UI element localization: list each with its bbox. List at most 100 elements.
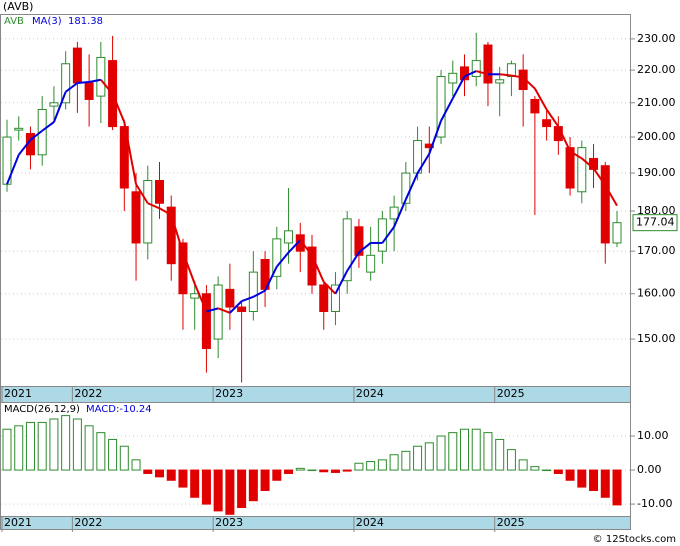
ma-segment	[6, 154, 20, 185]
macd-bar	[366, 461, 376, 471]
candle-body	[237, 306, 247, 313]
macd-bar	[25, 421, 35, 471]
legend-series: AVB	[4, 16, 24, 27]
macd-bar	[2, 428, 12, 471]
candle-body	[530, 98, 540, 114]
macd-bar	[342, 469, 352, 472]
candle-body	[354, 226, 364, 256]
ma-segment	[581, 157, 595, 170]
candle-body	[37, 108, 47, 156]
ma-segment	[381, 226, 395, 244]
y-tick-label: 210.00	[637, 96, 676, 109]
macd-bar	[354, 462, 364, 471]
candle-body	[471, 60, 481, 78]
candle-body	[600, 165, 610, 244]
macd-bar	[436, 435, 446, 471]
candle-body	[377, 218, 387, 252]
macd-bar	[14, 425, 24, 471]
macd-bar	[225, 469, 235, 515]
macd-bar	[330, 469, 340, 473]
macd-bar	[248, 469, 258, 502]
candle-body	[213, 284, 223, 340]
footer: © 12Stocks.com	[593, 534, 676, 545]
candle-body	[166, 206, 176, 265]
ma-segment	[229, 300, 243, 314]
macd-bar	[471, 428, 481, 471]
macd-bar	[143, 469, 153, 474]
ma-segment	[346, 251, 360, 272]
macd-bar	[49, 418, 59, 471]
macd-bar	[72, 418, 82, 471]
macd-bar	[190, 469, 200, 498]
ma-segment	[334, 270, 349, 295]
candle-body	[272, 238, 282, 277]
macd-bar	[272, 469, 282, 481]
ma-segment	[264, 266, 278, 292]
ma-segment	[170, 214, 184, 253]
ma-segment	[475, 70, 489, 76]
ma-segment	[557, 126, 571, 152]
x-tick-label: 2023	[215, 387, 243, 400]
ma-segment	[100, 79, 114, 95]
macd-bar	[119, 445, 129, 471]
macd-bar	[413, 445, 423, 471]
x-tick-label: 2024	[356, 516, 384, 529]
macd-bar	[166, 469, 176, 481]
y-tick-label: 10.00	[637, 429, 669, 442]
macd-bar	[131, 459, 141, 471]
candle-body	[14, 127, 24, 131]
ma-segment	[159, 207, 172, 216]
candle-body	[84, 82, 94, 100]
candle-body	[155, 179, 164, 204]
candle-body	[565, 147, 575, 189]
macd-bar	[319, 469, 329, 473]
candle-body	[448, 72, 458, 84]
candle-body	[72, 47, 82, 84]
candle-body	[330, 284, 340, 313]
ma-segment	[534, 88, 548, 110]
macd-bar	[155, 469, 164, 478]
last-price-label: 177.04	[636, 216, 675, 229]
y-tick-label: 160.00	[637, 287, 676, 300]
x-tick-label: 2022	[74, 387, 102, 400]
x-tick-label: 2025	[497, 387, 525, 400]
candle-body	[96, 56, 106, 97]
macd-bar	[307, 469, 317, 472]
y-tick-label: 230.00	[637, 32, 676, 45]
ma-segment	[17, 139, 32, 156]
last-price-box	[632, 214, 678, 232]
chart-title: (AVB)	[3, 0, 33, 13]
macd-bar	[201, 469, 211, 505]
x-tick-label: 2021	[4, 387, 32, 400]
macd-bar	[237, 469, 247, 508]
ma-segment	[287, 239, 301, 254]
ma-segment	[358, 242, 372, 254]
legend-ma-value: 181.38	[68, 16, 103, 27]
ma-segment	[323, 281, 337, 295]
macd-bar	[530, 466, 540, 471]
macd-bar	[565, 469, 575, 481]
macd-bar	[37, 421, 47, 471]
macd-bar	[448, 432, 458, 471]
y-tick-label: 190.00	[637, 166, 676, 179]
macd-bar	[495, 438, 505, 471]
macd-bar	[600, 469, 610, 498]
ma-segment	[404, 172, 419, 200]
macd-bar	[506, 449, 516, 471]
x-axis-strip	[0, 516, 631, 530]
y-tick-label: 180.00	[637, 204, 676, 217]
macd-bar	[518, 459, 528, 471]
ma-segment	[111, 93, 126, 123]
ma-segment	[499, 73, 512, 77]
macd-bar	[401, 450, 411, 471]
ma-segment	[545, 108, 560, 128]
candle-body	[612, 222, 622, 244]
candle-body	[460, 66, 469, 81]
candle-body	[190, 293, 200, 299]
candle-body	[366, 254, 376, 273]
macd-bar	[460, 428, 469, 471]
candle-body	[389, 206, 399, 220]
candle-body	[577, 147, 587, 193]
candle-body	[342, 218, 352, 282]
